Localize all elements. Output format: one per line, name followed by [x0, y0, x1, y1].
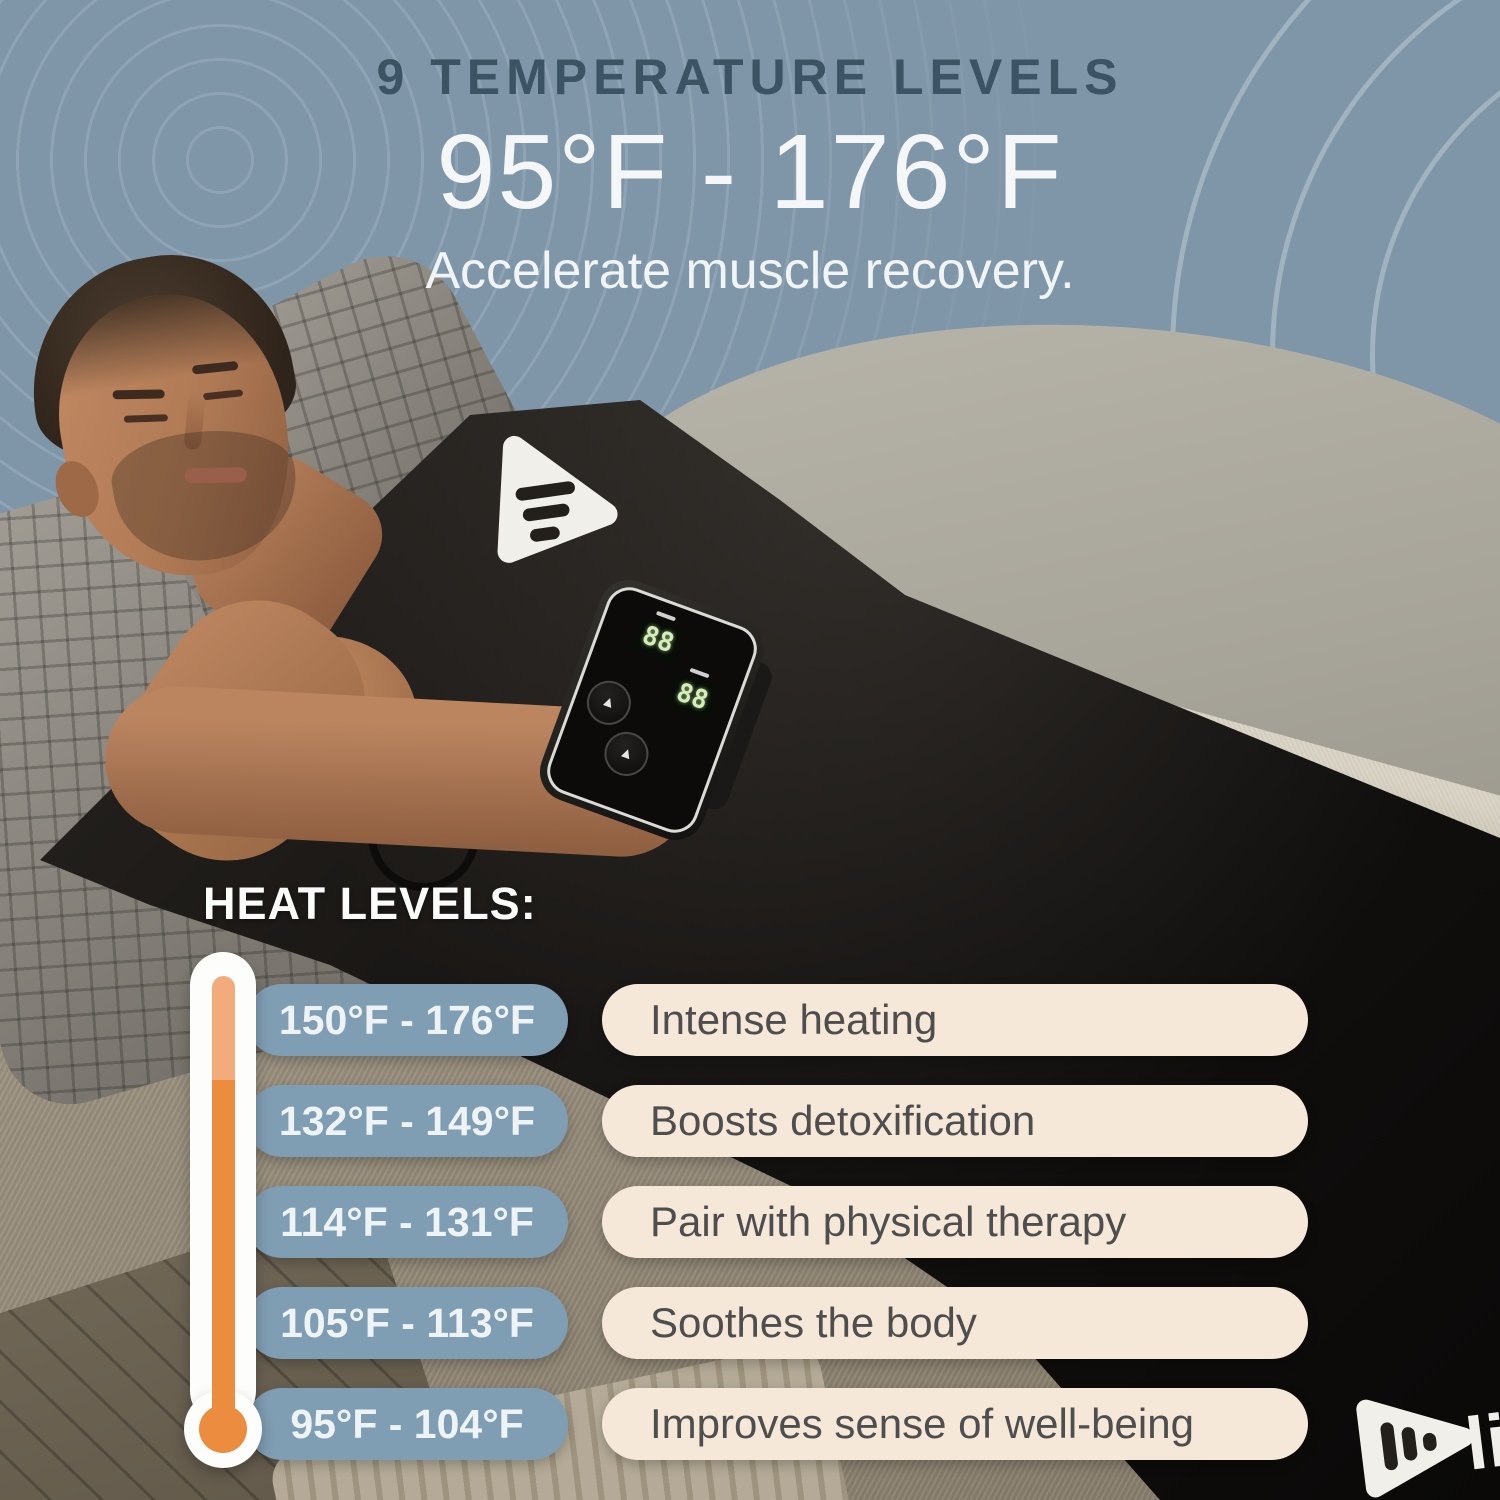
heat-levels-heading: HEAT LEVELS:	[203, 878, 537, 929]
benefit-pill: Soothes the body	[602, 1287, 1308, 1359]
lifepro-triangle-logo-icon	[1356, 1399, 1474, 1498]
lifepro-triangle-logo-icon	[497, 435, 618, 563]
temperature-range-title: 95°F - 176°F	[436, 113, 1064, 231]
benefit-pill: Improves sense of well-being	[602, 1388, 1308, 1460]
header: 9 TEMPERATURE LEVELS 95°F - 176°F Accele…	[0, 48, 1500, 301]
temp-range-pill: 150°F - 176°F	[246, 984, 568, 1056]
temp-range-pill: 95°F - 104°F	[246, 1388, 568, 1460]
temp-range-pill: 132°F - 149°F	[246, 1085, 568, 1157]
header-subtitle: Accelerate muscle recovery.	[425, 242, 1075, 300]
thermometer-mercury	[212, 976, 235, 1428]
benefit-pill: Pair with physical therapy	[602, 1186, 1308, 1258]
benefit-pill: Boosts detoxification	[602, 1085, 1308, 1157]
temp-range-pill: 114°F - 131°F	[246, 1186, 568, 1258]
header-eyebrow: 9 TEMPERATURE LEVELS	[376, 49, 1124, 105]
temp-range-pill: 105°F - 113°F	[246, 1287, 568, 1359]
lips	[184, 467, 248, 484]
closed-eye	[124, 413, 169, 423]
thermometer-bulb-core	[199, 1405, 247, 1453]
benefit-pill: Intense heating	[602, 984, 1308, 1056]
eyebrow	[112, 389, 165, 400]
